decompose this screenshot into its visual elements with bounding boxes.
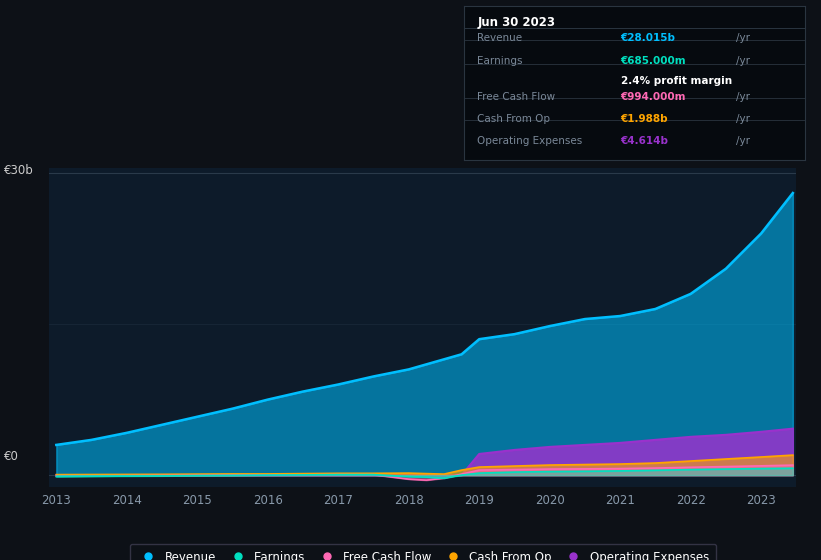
Text: Revenue: Revenue — [478, 34, 523, 43]
Text: /yr: /yr — [736, 92, 750, 102]
Text: €1.988b: €1.988b — [621, 114, 668, 124]
Text: Jun 30 2023: Jun 30 2023 — [478, 16, 556, 29]
Text: €994.000m: €994.000m — [621, 92, 686, 102]
Text: /yr: /yr — [736, 114, 750, 124]
Text: /yr: /yr — [736, 137, 750, 147]
Text: €28.015b: €28.015b — [621, 34, 676, 43]
Text: Free Cash Flow: Free Cash Flow — [478, 92, 556, 102]
Text: Operating Expenses: Operating Expenses — [478, 137, 583, 147]
Text: Cash From Op: Cash From Op — [478, 114, 551, 124]
Text: Earnings: Earnings — [478, 57, 523, 67]
Text: €0: €0 — [4, 450, 19, 463]
Text: €4.614b: €4.614b — [621, 137, 668, 147]
Text: /yr: /yr — [736, 34, 750, 43]
Text: €685.000m: €685.000m — [621, 57, 686, 67]
Legend: Revenue, Earnings, Free Cash Flow, Cash From Op, Operating Expenses: Revenue, Earnings, Free Cash Flow, Cash … — [130, 544, 716, 560]
Text: €30b: €30b — [4, 164, 34, 178]
Text: 2.4% profit margin: 2.4% profit margin — [621, 77, 732, 86]
Text: /yr: /yr — [736, 57, 750, 67]
